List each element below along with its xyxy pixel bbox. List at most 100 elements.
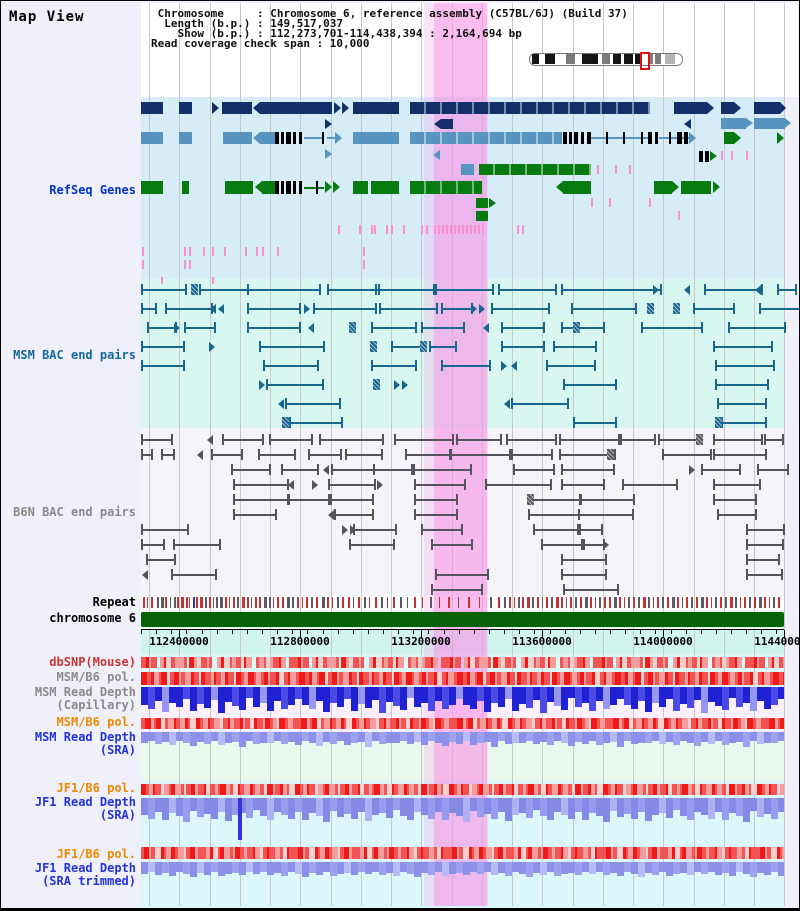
msm-bac-pair[interactable] bbox=[717, 398, 767, 409]
b6n-bac-pair[interactable] bbox=[713, 494, 757, 505]
gene-glyph[interactable] bbox=[563, 132, 567, 144]
b6n-bac-pair[interactable] bbox=[328, 494, 374, 505]
msm-bac-pair[interactable] bbox=[147, 322, 177, 333]
gene-arrow-left[interactable] bbox=[434, 119, 441, 129]
gene-glyph[interactable] bbox=[681, 181, 711, 194]
gene-glyph[interactable] bbox=[705, 151, 709, 162]
b6n-bac-pair[interactable] bbox=[511, 449, 553, 460]
msm-bac-pair[interactable] bbox=[285, 398, 341, 409]
b6n-bac-pair[interactable] bbox=[713, 479, 761, 490]
b6n-bac-pair[interactable] bbox=[345, 449, 383, 460]
msm-bac-end-marker[interactable] bbox=[191, 284, 198, 295]
b6n-bac-arrow-left[interactable] bbox=[207, 435, 213, 445]
gene-arrow-left[interactable] bbox=[556, 181, 563, 193]
msm-bac-pair[interactable] bbox=[371, 322, 417, 333]
gene-glyph[interactable] bbox=[179, 102, 192, 114]
gene-arrow-right[interactable] bbox=[785, 118, 791, 128]
b6n-bac-pair[interactable] bbox=[561, 464, 615, 475]
gene-arrow-left[interactable] bbox=[253, 102, 260, 114]
b6n-bac-end-marker[interactable] bbox=[527, 494, 534, 505]
gene-arrow-right[interactable] bbox=[777, 132, 784, 144]
msm-bac-pair[interactable] bbox=[704, 284, 763, 295]
gene-glyph[interactable] bbox=[223, 132, 252, 144]
msm-bac-pair[interactable] bbox=[491, 303, 550, 314]
b6n-bac-pair[interactable] bbox=[701, 464, 741, 475]
msm-bac-pair[interactable] bbox=[289, 417, 343, 428]
b6n-bac-pair[interactable] bbox=[561, 479, 605, 490]
b6n-bac-pair[interactable] bbox=[583, 539, 605, 550]
b6n-bac-pair[interactable] bbox=[579, 494, 635, 505]
msm-bac-pair[interactable] bbox=[441, 303, 473, 314]
msm-bac-pair[interactable] bbox=[561, 322, 605, 333]
msm-bac-pair[interactable] bbox=[498, 284, 557, 295]
gene-glyph[interactable] bbox=[262, 181, 275, 194]
gene-glyph[interactable] bbox=[721, 102, 734, 114]
b6n-bac-pair[interactable] bbox=[435, 569, 489, 580]
b6n-bac-pair[interactable] bbox=[173, 539, 221, 550]
b6n-bac-pair[interactable] bbox=[233, 494, 289, 505]
msm-bac-pair[interactable] bbox=[247, 284, 321, 295]
gene-arrow-right[interactable] bbox=[325, 181, 332, 193]
gene-arrow-left[interactable] bbox=[684, 119, 691, 129]
gene-arrow-right[interactable] bbox=[707, 102, 714, 114]
b6n-bac-pair[interactable] bbox=[222, 434, 264, 445]
b6n-bac-pair[interactable] bbox=[658, 434, 700, 445]
b6n-bac-pair[interactable] bbox=[561, 569, 607, 580]
msm-bac-pair[interactable] bbox=[777, 284, 797, 295]
b6n-bac-arrow-right[interactable] bbox=[603, 540, 609, 550]
gene-glyph[interactable] bbox=[353, 181, 368, 194]
b6n-bac-arrow-right[interactable] bbox=[350, 525, 356, 535]
gene-arrow-left[interactable] bbox=[253, 132, 260, 144]
msm-bac-end-marker[interactable] bbox=[349, 322, 356, 333]
b6n-bac-pair[interactable] bbox=[421, 524, 463, 535]
gene-glyph[interactable] bbox=[684, 132, 688, 144]
b6n-bac-pair[interactable] bbox=[413, 464, 472, 475]
b6n-bac-pair[interactable] bbox=[319, 434, 384, 445]
msm-bac-pair[interactable] bbox=[715, 379, 769, 390]
msm-bac-pair[interactable] bbox=[553, 341, 597, 352]
gene-glyph[interactable] bbox=[141, 102, 163, 114]
msm-bac-pair[interactable] bbox=[266, 379, 324, 390]
b6n-bac-arrow-right[interactable] bbox=[312, 480, 318, 490]
b6n-bac-pair[interactable] bbox=[414, 509, 458, 520]
gene-glyph[interactable] bbox=[286, 132, 291, 144]
msm-bac-pair[interactable] bbox=[263, 360, 319, 371]
b6n-bac-pair[interactable] bbox=[146, 554, 176, 565]
msm-bac-pair[interactable] bbox=[259, 341, 325, 352]
msm-bac-arrow-right[interactable] bbox=[501, 361, 507, 371]
gene-glyph[interactable] bbox=[754, 102, 780, 114]
msm-bac-pair[interactable] bbox=[511, 398, 569, 409]
gene-glyph[interactable] bbox=[569, 132, 572, 144]
gene-glyph[interactable] bbox=[587, 132, 591, 144]
b6n-bac-pair[interactable] bbox=[258, 449, 296, 460]
b6n-bac-pair[interactable] bbox=[559, 434, 620, 445]
b6n-bac-pair[interactable] bbox=[513, 464, 555, 475]
gene-glyph[interactable] bbox=[654, 181, 672, 194]
msm-bac-pair[interactable] bbox=[247, 303, 301, 314]
msm-bac-arrow-right[interactable] bbox=[304, 304, 310, 314]
msm-bac-end-marker[interactable] bbox=[647, 303, 654, 314]
gene-arrow-right[interactable] bbox=[333, 181, 340, 193]
gene-glyph[interactable] bbox=[353, 132, 399, 144]
b6n-bac-pair[interactable] bbox=[331, 464, 375, 475]
gene-arrow-right[interactable] bbox=[212, 102, 219, 114]
gene-arrow-right[interactable] bbox=[335, 132, 342, 144]
gene-arrow-right[interactable] bbox=[734, 132, 741, 144]
gene-glyph[interactable] bbox=[141, 181, 163, 194]
b6n-bac-pair[interactable] bbox=[171, 569, 217, 580]
b6n-bac-pair[interactable] bbox=[578, 509, 634, 520]
gene-arrow-right[interactable] bbox=[710, 151, 717, 161]
gene-arrow-right[interactable] bbox=[672, 181, 679, 193]
msm-bac-pair[interactable] bbox=[429, 341, 457, 352]
b6n-bac-pair[interactable] bbox=[528, 494, 582, 505]
gene-glyph[interactable] bbox=[222, 102, 252, 114]
msm-bac-arrow-left[interactable] bbox=[308, 323, 314, 333]
b6n-bac-pair[interactable] bbox=[141, 524, 189, 535]
gene-glyph[interactable] bbox=[479, 164, 591, 175]
msm-bac-pair[interactable] bbox=[379, 303, 438, 314]
b6n-bac-pair[interactable] bbox=[141, 434, 173, 445]
b6n-bac-pair[interactable] bbox=[281, 464, 319, 475]
chromosome-bar[interactable] bbox=[141, 612, 784, 627]
gene-arrow-right[interactable] bbox=[734, 102, 741, 114]
b6n-bac-pair[interactable] bbox=[563, 584, 619, 595]
